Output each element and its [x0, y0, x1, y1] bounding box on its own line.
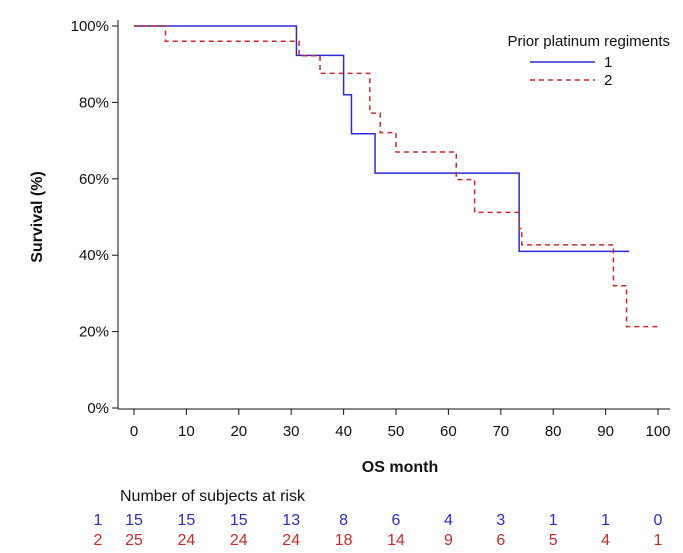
series-lines — [134, 25, 658, 328]
legend-label-2: 2 — [604, 72, 612, 89]
risk-value: 14 — [387, 532, 405, 549]
risk-value: 4 — [601, 532, 610, 549]
x-tick-label: 0 — [130, 423, 138, 440]
risk-row-label: 1 — [94, 512, 103, 529]
x-tick-label: 80 — [545, 423, 562, 440]
series-line-2 — [134, 25, 658, 328]
x-tick-label: 30 — [283, 423, 300, 440]
x-tick-label: 100 — [645, 423, 670, 440]
y-tick-label: 0% — [87, 400, 109, 417]
risk-value: 6 — [392, 512, 401, 529]
legend-title: Prior platinum regiments — [507, 33, 670, 50]
x-tick-label: 60 — [440, 423, 457, 440]
y-axis-title: Survival (%) — [29, 171, 46, 263]
x-tick-label: 50 — [388, 423, 405, 440]
risk-value: 5 — [549, 532, 558, 549]
x-tick-label: 70 — [492, 423, 509, 440]
risk-value: 1 — [654, 532, 663, 549]
x-tick-label: 20 — [230, 423, 247, 440]
risk-value: 15 — [125, 512, 143, 529]
x-tick-label: 10 — [178, 423, 195, 440]
x-tick-label: 40 — [335, 423, 352, 440]
risk-value: 15 — [178, 512, 196, 529]
risk-value: 24 — [178, 532, 196, 549]
legend-label-1: 1 — [604, 54, 612, 71]
y-tick-label: 60% — [79, 171, 109, 188]
risk-row-label: 2 — [94, 532, 103, 549]
series-line-1 — [134, 25, 630, 253]
risk-value: 24 — [282, 532, 300, 549]
risk-value: 18 — [335, 532, 353, 549]
x-axis-title: OS month — [362, 459, 438, 476]
axes: 0% 20% 40% 60% 80% 100% 0 10 20 30 40 50 60 70 80 90 100… — [29, 18, 671, 476]
x-tick-label: 90 — [597, 423, 614, 440]
risk-value: 13 — [282, 512, 300, 529]
risk-value: 1 — [549, 512, 558, 529]
risk-value: 25 — [125, 532, 143, 549]
risk-value: 15 — [230, 512, 248, 529]
risk-table-title: Number of subjects at risk — [120, 488, 306, 505]
y-tick-label: 20% — [79, 324, 109, 341]
risk-value: 3 — [496, 512, 505, 529]
risk-value: 24 — [230, 532, 248, 549]
risk-value: 6 — [496, 532, 505, 549]
y-tick-label: 80% — [79, 94, 109, 111]
risk-value: 8 — [339, 512, 348, 529]
risk-value: 9 — [444, 532, 453, 549]
risk-value: 4 — [444, 512, 453, 529]
risk-value: 0 — [654, 512, 663, 529]
y-tick-label: 100% — [71, 18, 109, 35]
legend: Prior platinum regiments 12 — [507, 33, 670, 89]
risk-value: 1 — [601, 512, 610, 529]
y-tick-label: 40% — [79, 247, 109, 264]
